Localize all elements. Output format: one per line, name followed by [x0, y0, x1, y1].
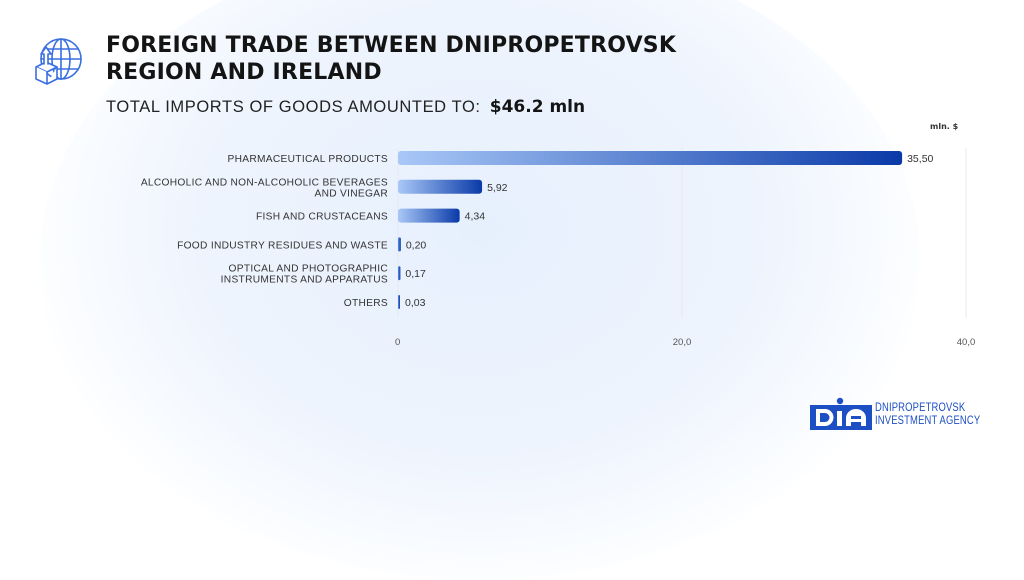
bar: [398, 179, 483, 194]
page-title: FOREIGN TRADE BETWEEN DNIPROPETROVSK REG…: [106, 33, 677, 85]
value-label: 4,34: [465, 211, 486, 223]
globe-export-box-icon: [35, 38, 82, 85]
total-imports-value: $46.2 mln: [489, 97, 586, 117]
bar: [398, 266, 401, 281]
value-label: 0,03: [405, 297, 426, 309]
logo-line-1: DNIPROPETROVSK: [875, 402, 966, 414]
bar: [398, 208, 460, 223]
x-tick-label: 40,0: [957, 337, 976, 348]
unit-label: mln. $: [930, 122, 959, 131]
category-label: ALCOHOLIC AND NON-ALCOHOLIC BEVERAGES: [141, 177, 388, 188]
bar: [398, 151, 903, 165]
value-label: 0,17: [405, 268, 426, 280]
value-label: 5,92: [487, 182, 508, 194]
subtitle: TOTAL IMPORTS OF GOODS AMOUNTED TO: $46.…: [106, 97, 585, 117]
x-tick-label: 0: [395, 337, 400, 348]
category-label: PHARMACEUTICAL PRODUCTS: [228, 154, 388, 165]
logo-text: DNIPROPETROVSK INVESTMENT AGENCY: [875, 402, 980, 428]
category-label: OPTICAL AND PHOTOGRAPHIC: [229, 264, 388, 275]
logo-line-2: INVESTMENT AGENCY: [875, 415, 981, 427]
category-label: AND VINEGAR: [315, 188, 389, 199]
value-label: 35,50: [907, 153, 933, 165]
subtitle-label: TOTAL IMPORTS OF GOODS AMOUNTED TO:: [106, 98, 481, 116]
category-label: FOOD INDUSTRY RESIDUES AND WASTE: [177, 240, 388, 251]
bar: [398, 295, 400, 309]
dia-logo: [810, 397, 872, 430]
category-label: INSTRUMENTS AND APPARATUS: [221, 275, 388, 286]
bar-chart: 35,50 PHARMACEUTICAL PRODUCTS 5,92 ALCOHOLI…: [141, 148, 976, 348]
x-tick-label: 20,0: [673, 337, 692, 348]
bar: [398, 237, 401, 252]
value-label: 0,20: [406, 239, 427, 251]
category-label: OTHERS: [344, 298, 388, 309]
category-label: FISH AND CRUSTACEANS: [256, 212, 388, 223]
